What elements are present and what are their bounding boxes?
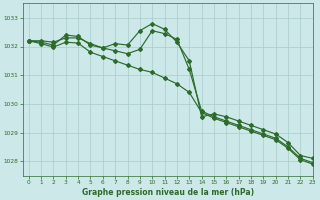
X-axis label: Graphe pression niveau de la mer (hPa): Graphe pression niveau de la mer (hPa) <box>82 188 254 197</box>
